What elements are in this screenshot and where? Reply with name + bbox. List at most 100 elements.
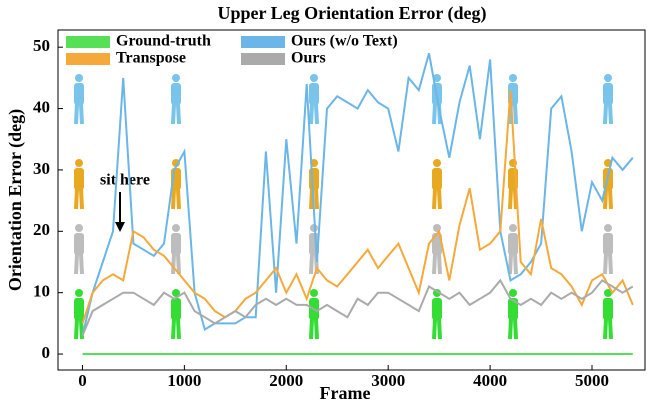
figure-leg [513,253,518,275]
y-tick-label: 50 [33,36,50,55]
figure-leg [432,103,437,125]
figure-head [604,289,612,297]
figure-head [75,289,83,297]
figure-leg [79,103,84,125]
figure-body [603,233,613,255]
figures [74,74,613,340]
figure-body [432,168,442,190]
x-tick-label: 5000 [575,371,609,390]
figure-body [74,233,84,255]
figure-leg [603,188,608,210]
x-tick-label: 4000 [473,371,507,390]
figure-leg [314,103,319,125]
figure-body [171,233,181,255]
figure-body [432,298,442,320]
figure-body [432,233,442,255]
y-tick-label: 30 [33,159,50,178]
figure-leg [79,318,84,340]
figure-leg [513,188,518,210]
y-tick-label: 20 [33,220,50,239]
figure-body [309,168,319,190]
figure-body [74,298,84,320]
figure-body [171,83,181,105]
figure-leg [79,253,84,275]
figure-leg [171,318,176,340]
figure-body [74,83,84,105]
figure-head [75,224,83,232]
figure-leg [74,253,79,275]
figure-leg [309,318,314,340]
figure-head [604,74,612,82]
figure-body [74,168,84,190]
legend-swatch [66,53,110,65]
figure-head [310,74,318,82]
figure-leg [171,188,176,210]
figure-leg [432,318,437,340]
figure-leg [309,103,314,125]
figure-body [309,83,319,105]
figure-leg [176,103,181,125]
figure-head [433,74,441,82]
figure-head [433,159,441,167]
figure-head [509,224,517,232]
figure-head [310,289,318,297]
figure-leg [79,188,84,210]
arrow-head [115,222,125,232]
y-tick-label: 0 [42,343,51,362]
figure-head [75,159,83,167]
figure-leg [608,188,613,210]
legend-swatch [241,53,285,65]
figure-leg [314,318,319,340]
figure-leg [171,103,176,125]
figure-leg [513,103,518,125]
x-tick-label: 3000 [371,371,405,390]
figure-body [603,83,613,105]
legend-label: Ours (w/o Text) [291,33,398,50]
figure-head [509,289,517,297]
figure-leg [432,188,437,210]
x-tick-label: 2000 [269,371,303,390]
y-axis-label: Orientation Error (deg) [5,109,26,291]
figure-leg [74,188,79,210]
legend-label: Transpose [116,50,186,67]
figure-leg [74,318,79,340]
figure-leg [74,103,79,125]
series-line [81,90,634,324]
figure-leg [603,253,608,275]
figure-leg [432,253,437,275]
plot-frame [57,29,646,371]
legend-swatch [241,36,285,48]
figure-head [172,224,180,232]
figure-leg [608,318,613,340]
y-tick-label: 10 [33,282,50,301]
figure-leg [176,188,181,210]
series-line [81,278,634,336]
figure-body [171,298,181,320]
legend-label: Ours [291,50,326,67]
x-tick-label: 0 [78,371,87,390]
figure-head [604,224,612,232]
figure-head [172,74,180,82]
figure-leg [508,253,513,275]
figure-leg [437,188,442,210]
series-line [81,53,634,336]
figure-leg [176,318,181,340]
annotation: sit here [100,172,150,189]
figure-body [603,298,613,320]
figure-leg [437,318,442,340]
figure-leg [608,103,613,125]
figure-leg [508,188,513,210]
figure-leg [437,253,442,275]
x-tick-label: 1000 [167,371,201,390]
legend-label: Ground-truth [116,33,211,50]
figure-leg [608,253,613,275]
figure-leg [603,103,608,125]
figure-leg [176,253,181,275]
x-axis-label: Frame [320,383,371,403]
figure-leg [314,188,319,210]
figure-leg [309,188,314,210]
figure-head [509,74,517,82]
figure-body [508,233,518,255]
figure-leg [309,253,314,275]
